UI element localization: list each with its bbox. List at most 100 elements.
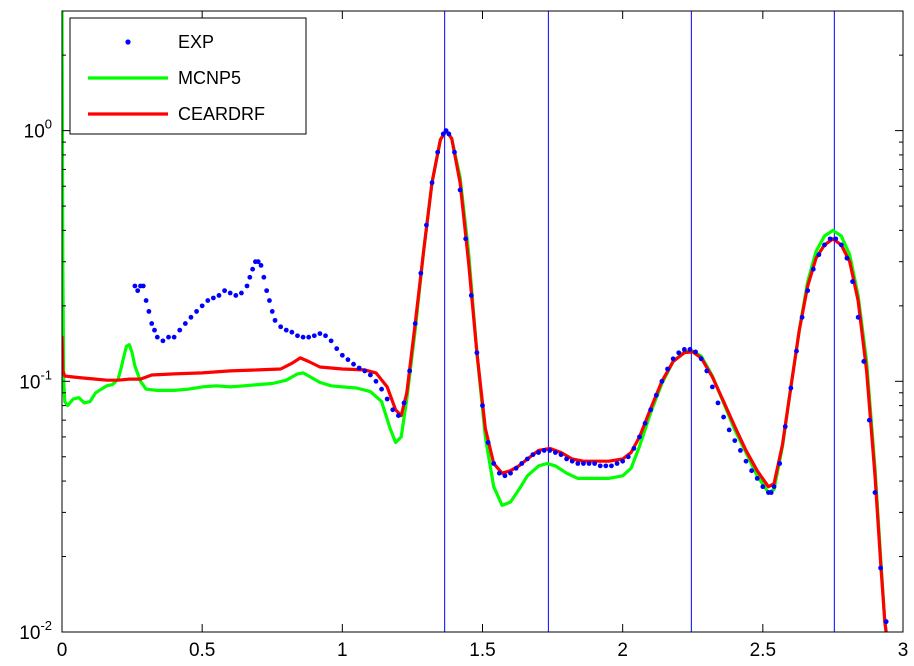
series-exp-point — [496, 470, 502, 476]
series-exp-point — [177, 327, 183, 333]
series-exp — [132, 128, 899, 632]
series-exp-point — [569, 458, 575, 464]
series-exp-point — [721, 414, 726, 420]
series-exp-point — [665, 366, 670, 372]
series-exp-point — [805, 288, 811, 294]
x-tick-label: 2.5 — [750, 640, 776, 661]
series-exp-point — [715, 400, 721, 406]
series-exp-point — [704, 368, 710, 374]
legend-label-ceardrf: CEARDRF — [178, 104, 265, 124]
series-exp-point — [552, 450, 558, 455]
series-exp-point — [586, 461, 592, 466]
y-tick-label: 10-2 — [19, 618, 52, 644]
series-exp-point — [267, 298, 272, 303]
series-exp-point — [443, 128, 449, 134]
legend-swatch-exp — [125, 39, 131, 45]
series-exp-point — [154, 334, 160, 340]
series-exp-point — [709, 384, 715, 390]
series-exp-point — [250, 266, 256, 272]
series-exp-point — [255, 259, 261, 265]
series-exp-point — [659, 378, 665, 384]
series-exp-point — [637, 434, 642, 440]
series-exp-point — [485, 440, 491, 445]
series-exp-point — [171, 334, 177, 340]
series-exp-point — [648, 407, 654, 413]
series-exp-point — [732, 438, 738, 444]
series-exp-point — [777, 461, 783, 466]
series-exp-point — [300, 334, 306, 340]
series-exp-point — [452, 149, 457, 155]
series-exp-point — [861, 359, 867, 364]
series-exp-point — [726, 427, 732, 433]
series-exp-point — [132, 283, 138, 289]
series-exp-point — [362, 368, 368, 374]
series-exp-point — [866, 417, 872, 423]
series-exp-point — [749, 468, 755, 474]
series-exp-point — [289, 329, 295, 335]
series-exp-point — [283, 327, 289, 333]
series-exp-point — [278, 324, 284, 330]
series-exp-point — [412, 321, 418, 326]
series-exp-point — [199, 303, 205, 309]
series-exp-point — [541, 448, 547, 453]
series-exp-point — [149, 321, 155, 326]
series-exp-point — [822, 242, 827, 248]
series-exp-point — [575, 461, 581, 466]
legend-label-exp: EXP — [178, 32, 214, 52]
series-exp-point — [239, 290, 244, 296]
series-exp-point — [816, 252, 822, 258]
x-tick-label: 3 — [898, 640, 909, 661]
series-exp-point — [642, 420, 648, 426]
series-exp-point — [760, 484, 766, 490]
series-exp-point — [272, 317, 278, 323]
series-exp-point — [435, 149, 441, 155]
series-exp-point — [799, 314, 805, 320]
series-exp-point — [258, 262, 264, 268]
vertical-markers — [444, 11, 835, 632]
series-exp-point — [698, 356, 704, 362]
series-exp-point — [160, 338, 166, 344]
series-exp-point — [269, 309, 275, 314]
series-exp-point — [440, 131, 446, 137]
series-exp-point — [768, 490, 774, 495]
series-exp-point — [597, 463, 603, 469]
series-exp-point — [311, 333, 317, 339]
series-exp-point — [581, 461, 586, 466]
series-exp-point — [631, 445, 637, 451]
series-exp-point — [418, 270, 424, 276]
series-exp-point — [609, 463, 614, 469]
series-exp-point — [743, 458, 749, 464]
series-exp-point — [878, 565, 883, 571]
series-exp-point — [782, 424, 788, 429]
series-exp-point — [396, 413, 401, 418]
series-exp-point — [135, 288, 141, 294]
x-tick-label: 0.5 — [189, 640, 215, 661]
series-exp-point — [367, 372, 373, 378]
series-exp-point — [468, 293, 474, 298]
series-exp-point — [233, 293, 239, 298]
series-exp-point — [519, 461, 525, 466]
series-exp-point — [564, 456, 569, 462]
series-layer — [62, 11, 899, 632]
series-exp-point — [827, 236, 833, 242]
series-exp-point — [373, 378, 379, 384]
x-tick-label: 1.5 — [469, 640, 495, 661]
series-exp-point — [670, 356, 676, 362]
series-exp-point — [328, 338, 334, 344]
y-axis: 10-2 10-1 100 — [19, 54, 903, 644]
series-exp-point — [424, 222, 429, 228]
series-exp-point — [356, 365, 362, 371]
series-exp-point — [446, 131, 452, 137]
legend-label-mcnp5: MCNP5 — [178, 68, 241, 88]
series-exp-point — [463, 236, 469, 242]
legend: EXP MCNP5 CEARDRF — [69, 17, 307, 135]
series-exp-point — [693, 349, 698, 355]
y-tick-label: 100 — [24, 117, 52, 143]
series-exp-point — [850, 279, 855, 284]
series-exp-point — [592, 461, 598, 466]
series-exp-point — [502, 473, 508, 479]
series-exp-point — [295, 333, 300, 339]
series-exp-point — [687, 347, 693, 352]
x-axis: 0 0.5 1 1.5 2 2.5 3 — [57, 11, 909, 661]
series-exp-point — [166, 334, 171, 340]
